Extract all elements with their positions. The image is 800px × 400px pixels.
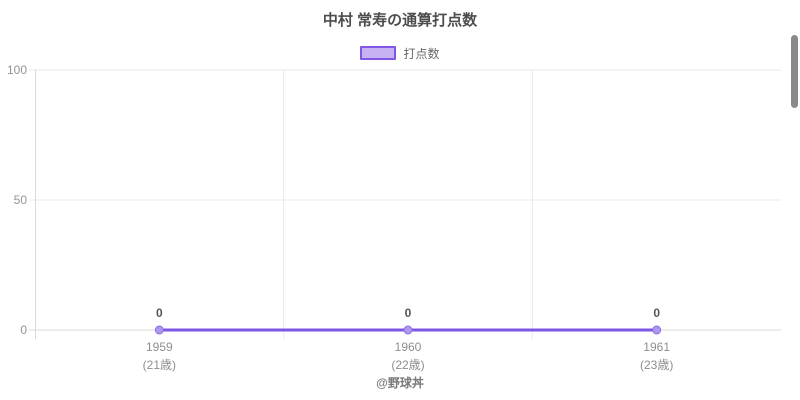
legend-item[interactable]: 打点数 [0, 45, 800, 61]
x-axis-tick-year: 1959 [145, 340, 173, 354]
legend-swatch-icon [360, 46, 397, 60]
data-point-value-label: 0 [404, 306, 412, 320]
x-axis-tick-year: 1961 [643, 340, 670, 354]
data-point[interactable] [403, 325, 413, 335]
data-point-value-label: 0 [653, 306, 660, 320]
data-point[interactable] [154, 325, 164, 335]
legend-label: 打点数 [403, 46, 440, 61]
plot-area: 0 50 100 0 0 0 1959 (21歳) 1960 (22歳) 1961 (23歳) [7, 63, 781, 372]
x-axis-tick-label: 1959 (21歳) [143, 338, 176, 374]
y-axis-tick-label: 100 [6, 63, 27, 77]
chart-canvas [29, 69, 781, 339]
data-point-value-label: 0 [155, 306, 163, 320]
x-axis-tick-label: 1961 (23歳) [640, 338, 673, 374]
x-axis-tick-age: (22歳) [391, 358, 425, 372]
x-axis-tick-age: (23歳) [639, 358, 674, 372]
chart-title: 中村 常寿の通算打点数 [322, 12, 478, 29]
x-axis-tick-label: 1960 (22歳) [391, 338, 424, 374]
x-axis-tick-age: (21歳) [142, 358, 176, 372]
scrollbar-thumb[interactable] [791, 35, 798, 108]
y-axis-tick-label: 50 [13, 193, 27, 207]
footer-credit: @野球丼 [376, 376, 424, 390]
y-axis-tick-label: 0 [20, 323, 27, 337]
data-point[interactable] [652, 325, 662, 335]
x-axis-tick-year: 1960 [394, 340, 422, 354]
